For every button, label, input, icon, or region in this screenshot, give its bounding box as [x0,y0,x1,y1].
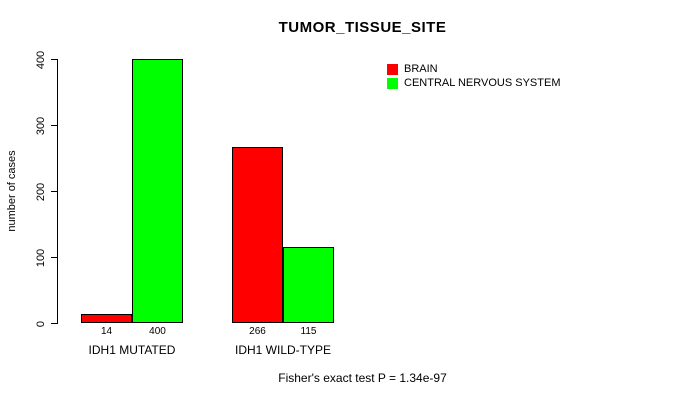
bar-central-nervous-system [283,247,334,323]
bar-brain [232,147,283,323]
legend-item: CENTRAL NERVOUS SYSTEM [387,76,560,90]
y-tick-label: 400 [35,50,47,69]
red-square-icon [387,63,398,75]
y-axis-tick [51,125,58,126]
legend-item: BRAIN [387,62,560,76]
bar-brain [81,313,132,323]
legend-item-label: CENTRAL NERVOUS SYSTEM [404,77,561,89]
y-axis-tick [51,191,58,192]
bar-central-nervous-system [132,59,183,323]
y-axis-tick [51,323,58,324]
y-axis-tick [51,257,58,258]
legend: BRAIN CENTRAL NERVOUS SYSTEM [387,62,560,90]
bar-value-label: 266 [249,326,266,337]
y-axis-tick [51,59,58,60]
annotation-text: Fisher's exact test P = 1.34e-97 [278,371,447,385]
y-tick-label: 0 [35,320,47,327]
chart-title: TUMOR_TISSUE_SITE [278,19,447,36]
bar-value-label: 400 [149,326,166,337]
y-axis-title: number of cases [6,150,18,232]
y-tick-label: 300 [35,116,47,135]
bar-value-label: 115 [300,326,317,337]
category-label: IDH1 MUTATED [88,343,176,357]
y-tick-label: 100 [35,248,47,267]
category-label: IDH1 WILD-TYPE [234,343,331,357]
green-square-icon [387,77,398,89]
y-tick-label: 200 [35,182,47,201]
bar-value-label: 14 [100,326,113,337]
legend-item-label: BRAIN [404,63,438,75]
